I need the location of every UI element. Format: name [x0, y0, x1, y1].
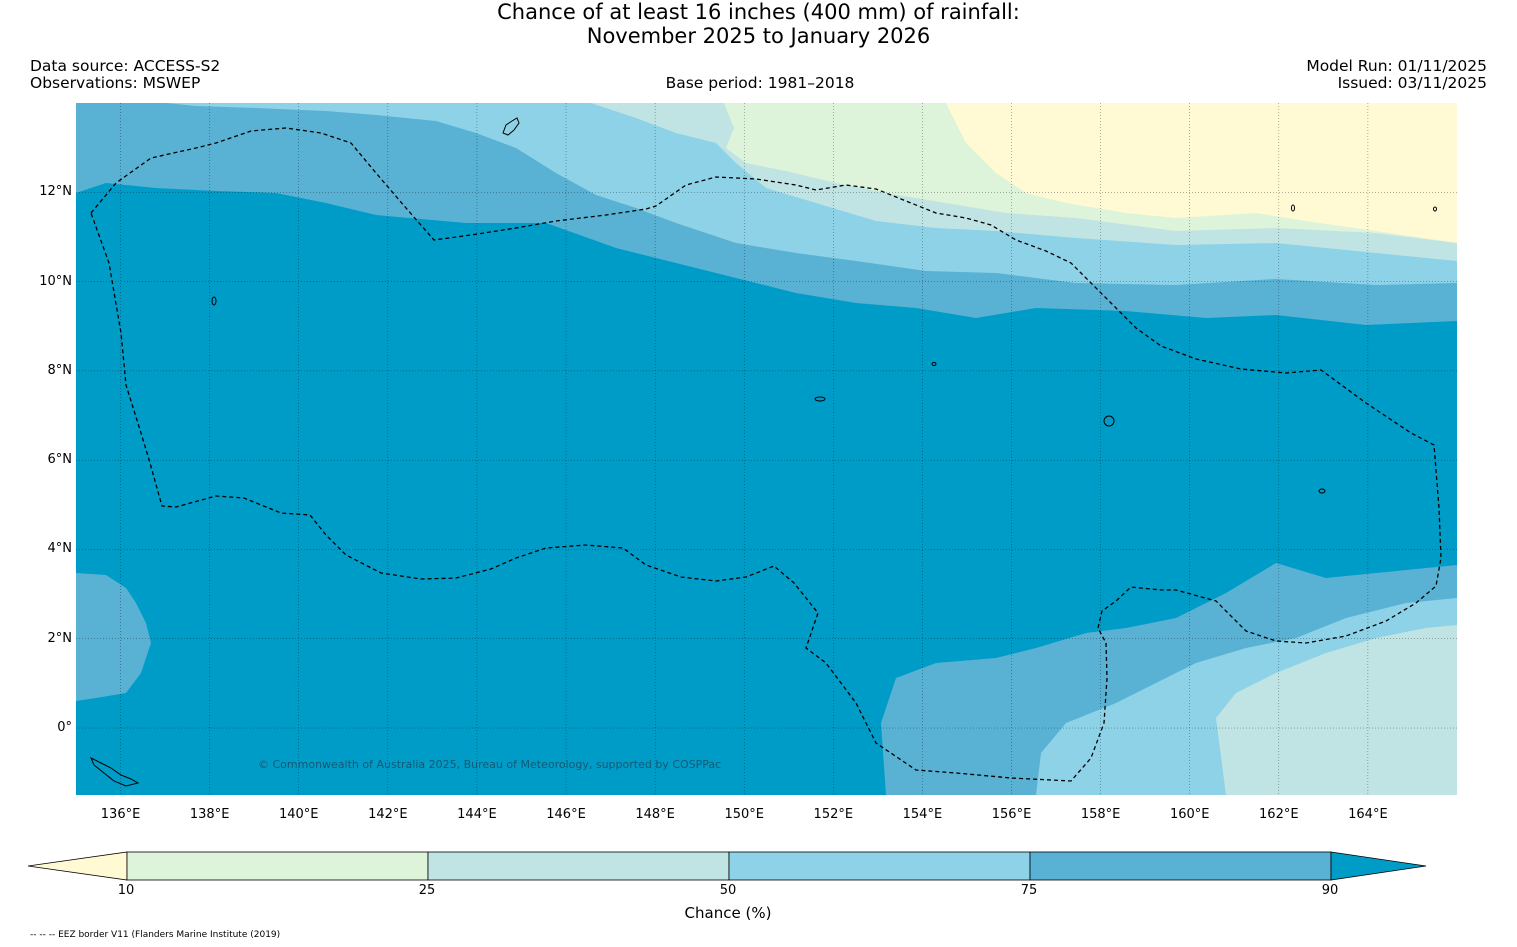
model-run-label: Model Run: 01/11/2025	[1306, 57, 1487, 75]
colorbar-tick-25: 25	[418, 883, 436, 898]
y-tick-label: 10°N	[39, 273, 72, 289]
copyright-text: © Commonwealth of Australia 2025, Bureau…	[258, 758, 721, 771]
base-period-label: Base period: 1981–2018	[665, 74, 855, 92]
island	[814, 396, 826, 402]
x-tick-label: 146°E	[546, 807, 586, 822]
island	[1318, 488, 1326, 494]
colorbar-tick-10: 10	[117, 883, 135, 898]
y-tick-label: 2°N	[47, 630, 73, 646]
islands	[90, 117, 1437, 787]
colorbar	[28, 851, 1427, 881]
x-tick-label: 162°E	[1259, 807, 1299, 822]
island	[1291, 204, 1295, 212]
colorbar-label: Chance (%)	[684, 904, 772, 922]
colorbar-25-50	[427, 851, 730, 881]
x-tick-label: 164°E	[1348, 807, 1388, 822]
island	[211, 296, 217, 306]
x-tick-label: 158°E	[1080, 807, 1121, 822]
x-tick-label: 160°E	[1169, 807, 1210, 822]
zone-75-90-west	[76, 573, 151, 701]
issued-label: Issued: 03/11/2025	[1337, 74, 1487, 92]
x-tick-label: 140°E	[278, 807, 319, 822]
x-tick-label: 144°E	[457, 807, 497, 822]
guam-island	[502, 117, 520, 136]
y-tick-label: 6°N	[47, 452, 73, 468]
colorbar-50-75	[728, 851, 1031, 881]
colorbar-75-90	[1029, 851, 1332, 881]
observations-label: Observations: MSWEP	[30, 74, 201, 92]
island	[90, 756, 140, 787]
island	[1433, 206, 1437, 212]
colorbar-below-10	[28, 851, 128, 881]
eez-border	[90, 127, 1442, 782]
island	[931, 362, 937, 366]
y-tick-label: 8°N	[47, 362, 73, 378]
y-tick-label: 4°N	[47, 541, 73, 557]
colorbar-tick-50: 50	[719, 883, 737, 898]
colorbar-tick-75: 75	[1020, 883, 1038, 898]
x-tick-label: 148°E	[635, 807, 675, 822]
rainfall-probability-map: © Commonwealth of Australia 2025, Bureau…	[76, 103, 1457, 795]
zone-below-10-north	[946, 103, 1457, 243]
x-tick-label: 154°E	[902, 807, 943, 822]
y-tick-label: 12°N	[39, 184, 72, 200]
zone-25-50-south	[1216, 625, 1457, 795]
x-tick-label: 152°E	[813, 807, 854, 822]
x-tick-label: 150°E	[724, 807, 764, 822]
island	[1103, 415, 1115, 427]
colorbar-tick-90: 90	[1321, 883, 1339, 898]
chart-title-line1: Chance of at least 16 inches (400 mm) of…	[497, 0, 1020, 24]
data-source-label: Data source: ACCESS-S2	[30, 57, 221, 75]
colorbar-above-90	[1330, 851, 1427, 881]
x-tick-label: 156°E	[991, 807, 1032, 822]
y-tick-label: 0°	[57, 720, 72, 736]
eez-footnote: -- -- -- EEZ border V11 (Flanders Marine…	[30, 930, 281, 940]
gridlines	[76, 103, 1457, 795]
x-tick-label: 136°E	[100, 807, 141, 822]
x-tick-label: 138°E	[189, 807, 230, 822]
colorbar-10-25	[126, 851, 429, 881]
x-tick-label: 142°E	[368, 807, 408, 822]
chart-title-line2: November 2025 to January 2026	[586, 24, 931, 48]
